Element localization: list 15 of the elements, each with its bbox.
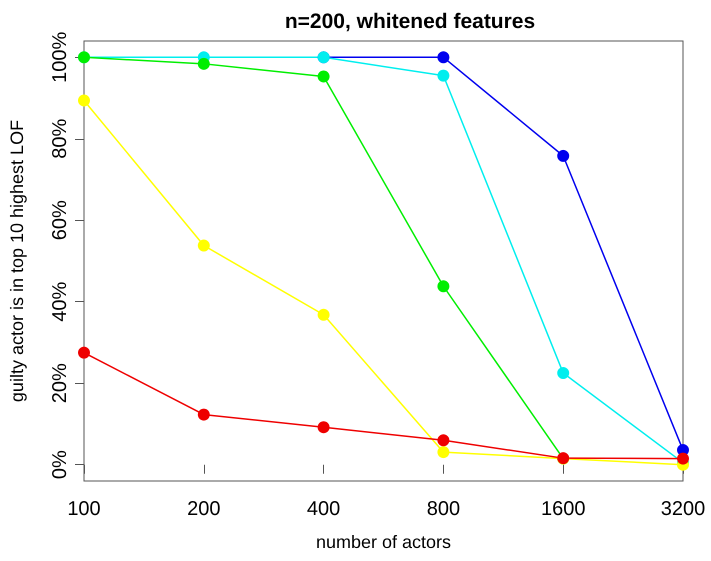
- y-tick-label: 40%: [49, 282, 71, 322]
- x-tick-label: 100: [67, 498, 101, 520]
- y-tick-label: 80%: [49, 118, 71, 159]
- x-tick-label: 800: [426, 498, 460, 520]
- y-tick-label: 20%: [49, 362, 71, 404]
- y-tick-label: 100%: [49, 32, 71, 83]
- x-tick-label: 3200: [660, 498, 706, 520]
- y-tick-label: 0%: [49, 450, 71, 480]
- x-tick-label: 200: [187, 498, 220, 520]
- y-axis-title: guilty actor is in top 10 highest LOF: [7, 120, 27, 402]
- x-tick-label: 1600: [540, 498, 586, 520]
- x-tick-label: 400: [306, 498, 340, 520]
- y-tick-label: 60%: [49, 200, 71, 240]
- x-axis-title: number of actors: [316, 532, 452, 552]
- chart-title: n=200, whitened features: [284, 10, 536, 33]
